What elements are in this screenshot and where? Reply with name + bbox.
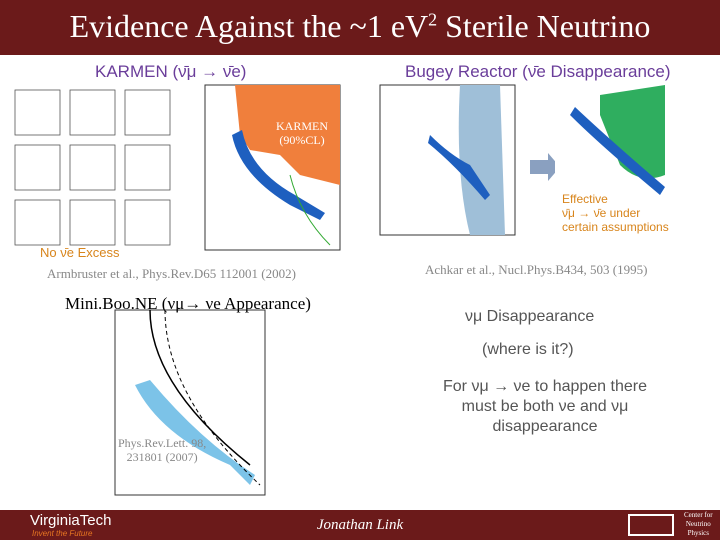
disc-3: For νμ → νe to happen there must be both…	[443, 378, 647, 435]
karmen-panels	[14, 89, 171, 246]
lsnd-band	[428, 135, 490, 200]
bugey-heading: Bugey Reactor (ν̄e Disappearance)	[405, 62, 671, 81]
tagline: Invent the Future	[32, 529, 93, 538]
bugey-frame	[379, 84, 516, 236]
arrow	[530, 153, 560, 181]
title-sup: 2	[428, 9, 438, 30]
lsnd-band	[570, 107, 665, 195]
mb-heading: Mini.Boo.NE (νμ→ νe Appearance)	[65, 294, 311, 313]
bugey-citation: Achkar et al., Nucl.Phys.B434, 503 (1995…	[425, 262, 648, 277]
title-text: Evidence Against the ~1 eV	[69, 8, 429, 44]
logo: VirginiaTech	[30, 512, 112, 529]
center: Center for Neutrino Physics	[684, 511, 713, 537]
mb-limit	[149, 309, 251, 466]
vt-mark	[628, 514, 674, 536]
title-text: Sterile Neutrino	[437, 8, 651, 44]
karmen-heading: KARMEN (ν̄μ → ν̄e)	[95, 62, 247, 81]
plots	[14, 84, 665, 496]
karmen-citation: Armbruster et al., Phys.Rev.D65 112001 (…	[47, 266, 296, 281]
disc-1: νμ Disappearance	[465, 308, 595, 325]
karmen-region	[235, 85, 340, 185]
presenter: Jonathan Link	[316, 517, 404, 533]
title-bar	[0, 0, 720, 55]
footer-bar	[0, 510, 720, 540]
karmen-note: No ν̄e Excess	[40, 245, 120, 260]
mb-citation: Phys.Rev.Lett. 98, 231801 (2007)	[118, 436, 207, 464]
mb-frame	[114, 309, 266, 496]
lsnd-band	[135, 380, 255, 485]
karmen-label: KARMEN (90%CL)	[276, 119, 329, 147]
title: Evidence Against the ~1 eV2 Sterile Neut…	[0, 8, 720, 45]
disc-2: (where is it?)	[482, 341, 574, 358]
curve	[289, 174, 331, 246]
lsnd-band	[232, 130, 325, 220]
bugey-note: Effective ν̄μ → ν̄e under certain assump…	[562, 192, 669, 234]
bugey-region	[458, 85, 505, 235]
